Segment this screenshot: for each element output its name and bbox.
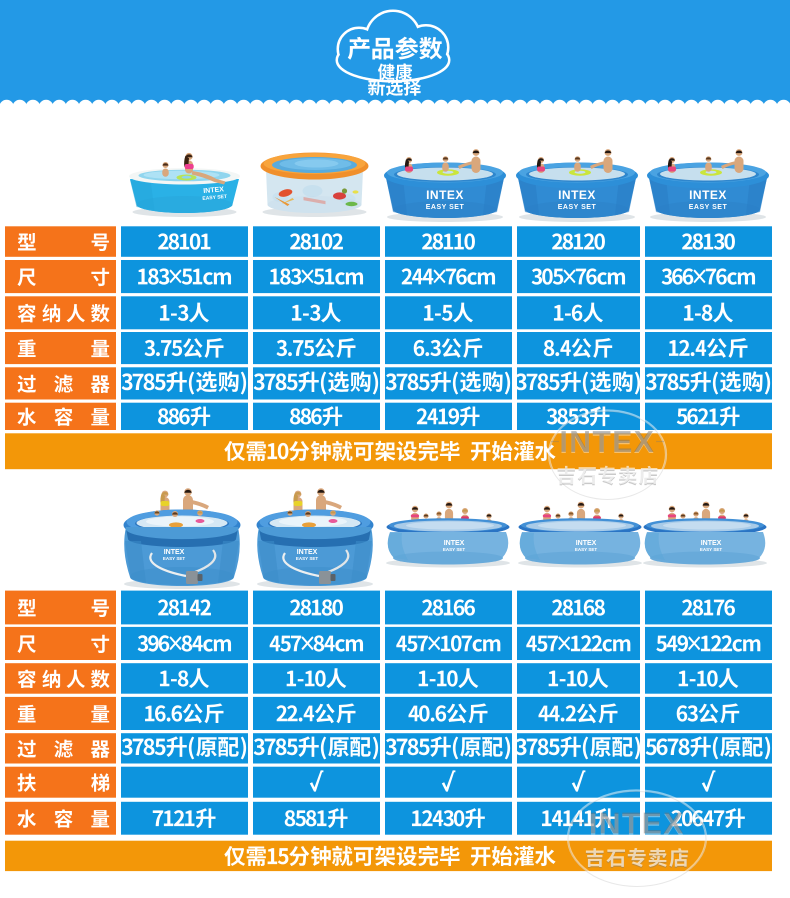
- svg-text:EASY SET: EASY SET: [700, 547, 722, 552]
- svg-text:INTEX: INTEX: [689, 188, 727, 202]
- svg-text:EASY SET: EASY SET: [689, 204, 728, 211]
- svg-text:EASY SET: EASY SET: [575, 547, 597, 552]
- svg-text:INTEX: INTEX: [701, 540, 722, 547]
- svg-text:EASY SET: EASY SET: [426, 204, 465, 211]
- svg-text:INTEX: INTEX: [576, 540, 597, 547]
- svg-text:INTEX: INTEX: [558, 188, 596, 202]
- svg-text:INTEX: INTEX: [164, 549, 185, 556]
- svg-text:INTEX: INTEX: [444, 540, 465, 547]
- svg-text:EASY SET: EASY SET: [296, 556, 318, 561]
- svg-text:EASY SET: EASY SET: [163, 556, 185, 561]
- svg-text:INTEX: INTEX: [203, 186, 224, 195]
- svg-text:INTEX: INTEX: [426, 188, 464, 202]
- svg-text:EASY SET: EASY SET: [443, 547, 465, 552]
- svg-text:INTEX: INTEX: [297, 549, 318, 556]
- svg-text:EASY SET: EASY SET: [558, 204, 597, 211]
- svg-text:EASY SET: EASY SET: [202, 194, 227, 202]
